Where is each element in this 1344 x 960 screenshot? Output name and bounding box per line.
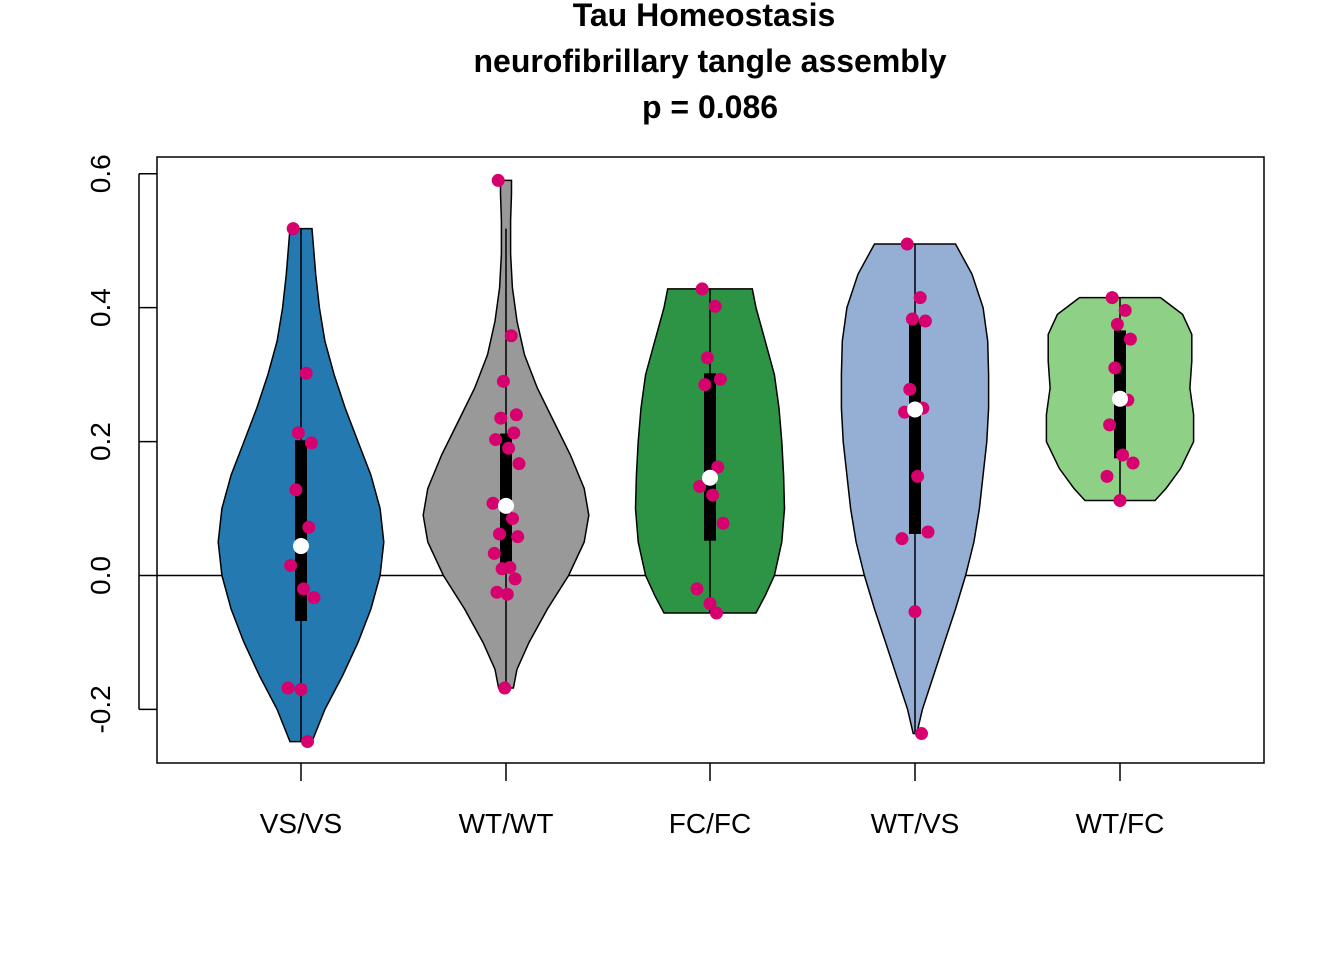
iqr-box-fc-fc: [704, 373, 716, 541]
data-point-vs-vs: [294, 682, 308, 696]
data-point-vs-vs: [281, 681, 295, 695]
data-point-vs-vs: [304, 436, 318, 450]
y-tick-label: 0.0: [85, 556, 116, 595]
median-marker-wt-wt: [498, 497, 514, 514]
x-tick-label: WT/FC: [1076, 808, 1165, 839]
data-point-fc-fc: [690, 582, 704, 596]
data-point-wt-fc: [1103, 418, 1117, 432]
data-point-wt-vs: [900, 237, 914, 251]
data-point-wt-vs: [905, 312, 919, 326]
data-point-vs-vs: [297, 582, 311, 596]
data-point-vs-vs: [299, 366, 313, 380]
data-point-wt-vs: [911, 469, 925, 483]
data-point-fc-fc: [703, 597, 717, 611]
data-point-vs-vs: [284, 558, 298, 572]
data-point-fc-fc: [698, 378, 712, 392]
data-point-fc-fc: [716, 516, 730, 530]
data-point-vs-vs: [289, 483, 303, 497]
data-point-wt-vs: [895, 532, 909, 546]
median-marker-wt-vs: [907, 401, 923, 418]
x-tick-label: WT/WT: [459, 808, 554, 839]
data-point-fc-fc: [700, 351, 714, 365]
data-point-wt-wt: [500, 587, 514, 601]
data-point-wt-vs: [915, 727, 928, 741]
p-value-annotation: p = 0.086: [642, 89, 778, 125]
median-marker-fc-fc: [702, 469, 718, 486]
data-point-vs-vs: [286, 222, 300, 236]
data-point-wt-vs: [918, 314, 932, 328]
data-point-fc-fc: [695, 282, 709, 296]
data-point-wt-fc: [1108, 361, 1122, 375]
median-marker-vs-vs: [293, 538, 309, 555]
y-tick-label: -0.2: [85, 685, 116, 733]
data-point-wt-fc: [1110, 317, 1124, 331]
axes: VS/VS WT/WT FC/FC WT/VS WT/FC -0.2 0.0 0.2 0.4 0.…: [85, 154, 1164, 839]
data-point-wt-vs: [921, 525, 935, 539]
data-point-wt-wt: [511, 530, 525, 544]
data-point-wt-wt: [495, 562, 509, 576]
data-point-wt-wt: [507, 426, 521, 440]
data-point-vs-vs: [307, 591, 321, 605]
data-point-fc-fc: [706, 488, 720, 502]
data-point-wt-wt: [512, 457, 526, 471]
data-point-wt-fc: [1100, 469, 1114, 483]
data-point-wt-vs: [903, 382, 917, 396]
x-tick-label: VS/VS: [260, 808, 342, 839]
y-tick-label: 0.4: [85, 288, 116, 327]
data-point-wt-wt: [506, 512, 519, 526]
data-point-wt-vs: [913, 291, 927, 305]
data-point-wt-wt: [498, 681, 512, 695]
data-point-wt-wt: [504, 329, 518, 343]
data-point-fc-fc: [693, 479, 707, 493]
y-tick-label: 0.2: [85, 422, 116, 461]
plot-frame: [156, 156, 1265, 764]
chart-subtitle: neurofibrillary tangle assembly: [473, 43, 946, 79]
data-point-fc-fc: [710, 606, 723, 620]
data-point-fc-fc: [713, 372, 727, 386]
y-tick-label: 0.6: [85, 154, 116, 193]
data-point-wt-wt: [496, 374, 510, 388]
data-point-wt-wt: [486, 496, 500, 510]
data-point-wt-wt: [491, 173, 505, 187]
data-point-fc-fc: [708, 299, 722, 313]
data-point-wt-fc: [1118, 303, 1132, 317]
x-tick-label: WT/VS: [871, 808, 960, 839]
data-point-wt-fc: [1126, 456, 1140, 470]
data-point-wt-wt: [494, 411, 508, 425]
iqr-box-wt-vs: [909, 319, 921, 534]
data-point-wt-wt: [502, 441, 516, 455]
data-point-wt-wt: [489, 433, 503, 447]
data-point-wt-fc: [1123, 332, 1137, 346]
data-point-wt-wt: [490, 585, 504, 599]
data-point-wt-wt: [509, 408, 523, 422]
data-point-vs-vs: [291, 426, 305, 440]
data-point-fc-fc: [711, 460, 725, 474]
data-point-vs-vs: [301, 735, 314, 749]
data-point-wt-fc: [1113, 494, 1127, 508]
data-point-vs-vs: [302, 520, 316, 534]
median-marker-wt-fc: [1112, 390, 1128, 407]
plot-area: [157, 173, 1264, 749]
data-point-wt-fc: [1105, 291, 1119, 305]
data-point-wt-fc: [1116, 448, 1130, 462]
data-point-wt-wt: [487, 546, 501, 560]
data-point-wt-wt: [508, 572, 522, 586]
data-point-wt-wt: [493, 527, 506, 541]
x-tick-label: FC/FC: [669, 808, 751, 839]
chart-title: Tau Homeostasis: [573, 0, 836, 33]
data-point-wt-vs: [908, 605, 922, 619]
